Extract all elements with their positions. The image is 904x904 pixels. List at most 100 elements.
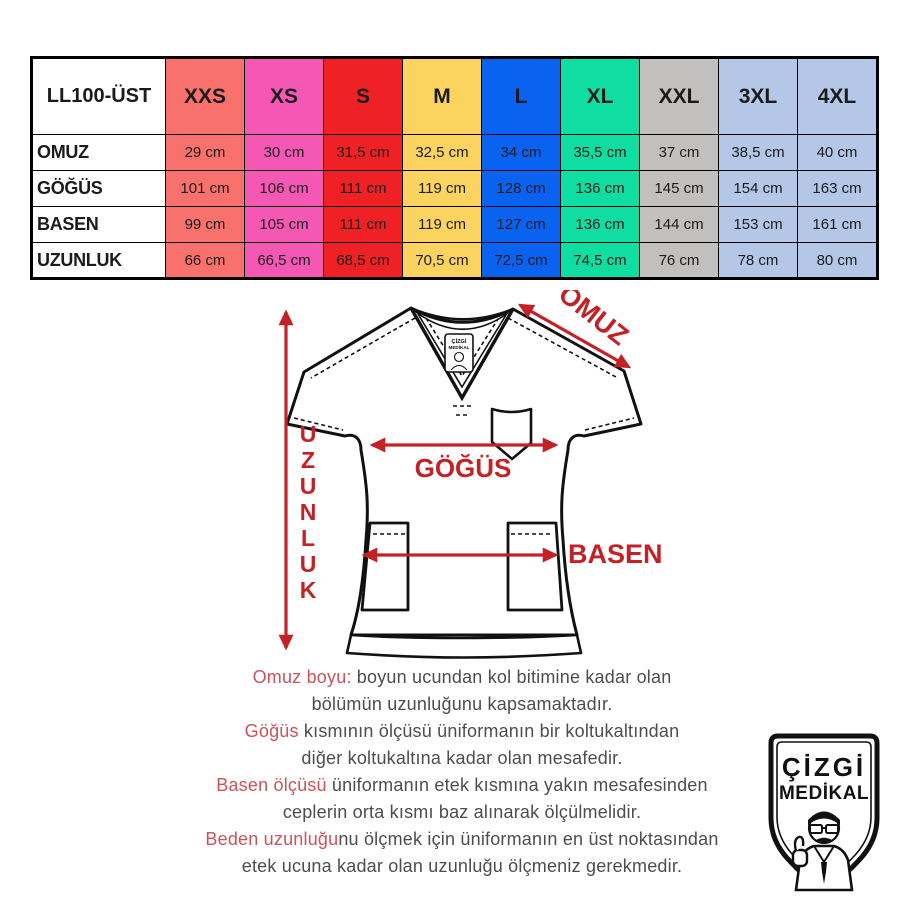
- cell-uzunluk-xxl: 76 cm: [639, 242, 719, 279]
- cell-uzunluk-xxs: 66 cm: [165, 242, 245, 279]
- cell-göğüs-l: 128 cm: [481, 170, 561, 207]
- omuz-arrow: [517, 303, 632, 369]
- size-column-header-xs: XS: [244, 57, 324, 135]
- logo-text-line1: ÇİZGİ: [782, 752, 866, 782]
- cell-omuz-3xl: 38,5 cm: [718, 134, 798, 171]
- hip-pocket-right: [506, 521, 564, 612]
- description-3-lead: Basen ölçüsü: [216, 775, 327, 795]
- cell-basen-s: 111 cm: [323, 206, 403, 243]
- measurement-descriptions: Omuz boyu: boyun ucundan kol bitimine ka…: [182, 664, 742, 880]
- doctor-hair: [808, 811, 840, 825]
- description-1-line2: bölümün uzunluğunu kapsamaktadır.: [311, 694, 613, 714]
- cell-uzunluk-xs: 66,5 cm: [244, 242, 324, 279]
- cell-uzunluk-3xl: 78 cm: [718, 242, 798, 279]
- cell-göğüs-m: 119 cm: [402, 170, 482, 207]
- description-2-lead: Göğüs: [244, 721, 299, 741]
- description-2-line1: Göğüs kısmının ölçüsü üniformanın bir ko…: [182, 718, 742, 745]
- neck-brand-tag: ÇİZGİ MEDİKAL: [444, 333, 474, 373]
- neck-tag-brand-line1: ÇİZGİ: [452, 338, 467, 345]
- uzunluk-letter-5: L: [301, 525, 315, 551]
- size-column-header-s: S: [323, 57, 403, 135]
- collar-outer-line: [410, 306, 514, 321]
- doctor-glasses-right: [825, 824, 839, 834]
- cell-basen-xs: 105 cm: [244, 206, 324, 243]
- logo-text-line2: MEDİKAL: [779, 783, 869, 804]
- uzunluk-letter-1: U: [300, 421, 317, 447]
- cell-omuz-m: 32,5 cm: [402, 134, 482, 171]
- description-4-line2: etek ucuna kadar olan uzunluğu ölçmeniz …: [241, 856, 683, 876]
- size-table: LL100-ÜST XXS XS S M L XL XXL 3XL 4XL OMUZ 29 cm 3…: [30, 56, 879, 280]
- vneck-point-dashes: [453, 405, 471, 416]
- size-column-header-m: M: [402, 57, 482, 135]
- gogus-label: GÖĞÜS: [415, 453, 512, 483]
- size-column-header-3xl: 3XL: [718, 57, 798, 135]
- cell-uzunluk-s: 68,5 cm: [323, 242, 403, 279]
- table-corner-cell: LL100-ÜST: [31, 57, 166, 135]
- cell-göğüs-4xl: 163 cm: [797, 170, 878, 207]
- description-1-line1: Omuz boyu: boyun ucundan kol bitimine ka…: [182, 664, 742, 691]
- cell-göğüs-xl: 136 cm: [560, 170, 640, 207]
- cell-basen-xl: 136 cm: [560, 206, 640, 243]
- logo-doctor-figure: [791, 811, 854, 892]
- description-4-rest: nu ölçmek için üniformanın en üst noktas…: [338, 829, 719, 849]
- cell-omuz-s: 31,5 cm: [323, 134, 403, 171]
- size-column-header-l: L: [481, 57, 561, 135]
- table-row-göğüs: GÖĞÜS 101 cm 106 cm 111 cm 119 cm 128 cm 136 c…: [31, 170, 878, 207]
- scrub-top-measurement-diagram: ÇİZGİ MEDİKAL UZUNLUK OMUZ GÖĞÜS BASEN: [278, 290, 663, 659]
- cell-basen-xxl: 144 cm: [639, 206, 719, 243]
- row-label-uzunluk: UZUNLUK: [31, 242, 166, 279]
- basen-label: BASEN: [568, 539, 663, 569]
- row-label-omuz: OMUZ: [31, 134, 166, 171]
- vneck-outer: [409, 307, 515, 402]
- cell-omuz-l: 34 cm: [481, 134, 561, 171]
- cell-basen-4xl: 161 cm: [797, 206, 878, 243]
- cell-uzunluk-xl: 74,5 cm: [560, 242, 640, 279]
- description-4-lead: Beden uzunluğu: [205, 829, 339, 849]
- vneck-inner: [417, 313, 507, 389]
- table-row-omuz: OMUZ 29 cm 30 cm 31,5 cm 32,5 cm 34 cm 35,5 cm…: [31, 134, 878, 171]
- hip-pocket-left: [360, 521, 410, 612]
- cell-omuz-xl: 35,5 cm: [560, 134, 640, 171]
- cell-omuz-xxl: 37 cm: [639, 134, 719, 171]
- description-2-rest: kısmının ölçüsü üniformanın bir koltukal…: [298, 721, 680, 741]
- cizgi-medikal-logo: ÇİZGİ MEDİKAL: [768, 733, 880, 892]
- table-row-uzunluk: UZUNLUK 66 cm 66,5 cm 68,5 cm 70,5 cm 72,5 cm…: [31, 242, 878, 279]
- doctor-thumbs-up-fist: [791, 848, 809, 868]
- shoulder-seam-dashes: [310, 317, 617, 379]
- uzunluk-letter-6: U: [300, 551, 317, 577]
- cell-göğüs-3xl: 154 cm: [718, 170, 798, 207]
- cell-göğüs-xs: 106 cm: [244, 170, 324, 207]
- cell-uzunluk-l: 72,5 cm: [481, 242, 561, 279]
- uzunluk-letter-2: Z: [301, 447, 315, 473]
- cell-omuz-xxs: 29 cm: [165, 134, 245, 171]
- neck-tag-brand-line2: MEDİKAL: [449, 344, 470, 350]
- doctor-glasses-left: [809, 824, 823, 834]
- neck-tag-shoulders: [450, 364, 468, 371]
- table-row-basen: BASEN 99 cm 105 cm 111 cm 119 cm 127 cm 136 cm…: [31, 206, 878, 243]
- size-column-header-xxs: XXS: [165, 57, 245, 135]
- uzunluk-letter-3: U: [300, 473, 317, 499]
- shirt-hem-band: [345, 633, 583, 659]
- description-3-line1: Basen ölçüsü üniformanın etek kısmına ya…: [182, 772, 742, 799]
- cell-göğüs-xxl: 145 cm: [639, 170, 719, 207]
- neck-tag-face: [453, 351, 465, 363]
- doctor-thumb: [793, 835, 805, 852]
- cell-omuz-4xl: 40 cm: [797, 134, 878, 171]
- cell-basen-3xl: 153 cm: [718, 206, 798, 243]
- size-column-header-xxl: XXL: [639, 57, 719, 135]
- doctor-tie: [821, 862, 827, 884]
- uzunluk-letter-7: K: [300, 577, 317, 603]
- cell-uzunluk-4xl: 80 cm: [797, 242, 878, 279]
- description-2-line2: diğer koltukaltına kadar olan mesafedir.: [301, 748, 623, 768]
- row-label-basen: BASEN: [31, 206, 166, 243]
- cell-göğüs-xxs: 101 cm: [165, 170, 245, 207]
- doctor-mustache: [816, 837, 832, 843]
- description-3-rest: üniformanın etek kısmına yakın mesafesin…: [326, 775, 708, 795]
- vneck-stitch-dashes: [425, 317, 499, 378]
- size-column-header-xl: XL: [560, 57, 640, 135]
- cell-basen-l: 127 cm: [481, 206, 561, 243]
- cell-uzunluk-m: 70,5 cm: [402, 242, 482, 279]
- cell-basen-m: 119 cm: [402, 206, 482, 243]
- uzunluk-letter-4: N: [300, 499, 317, 525]
- cell-basen-xxs: 99 cm: [165, 206, 245, 243]
